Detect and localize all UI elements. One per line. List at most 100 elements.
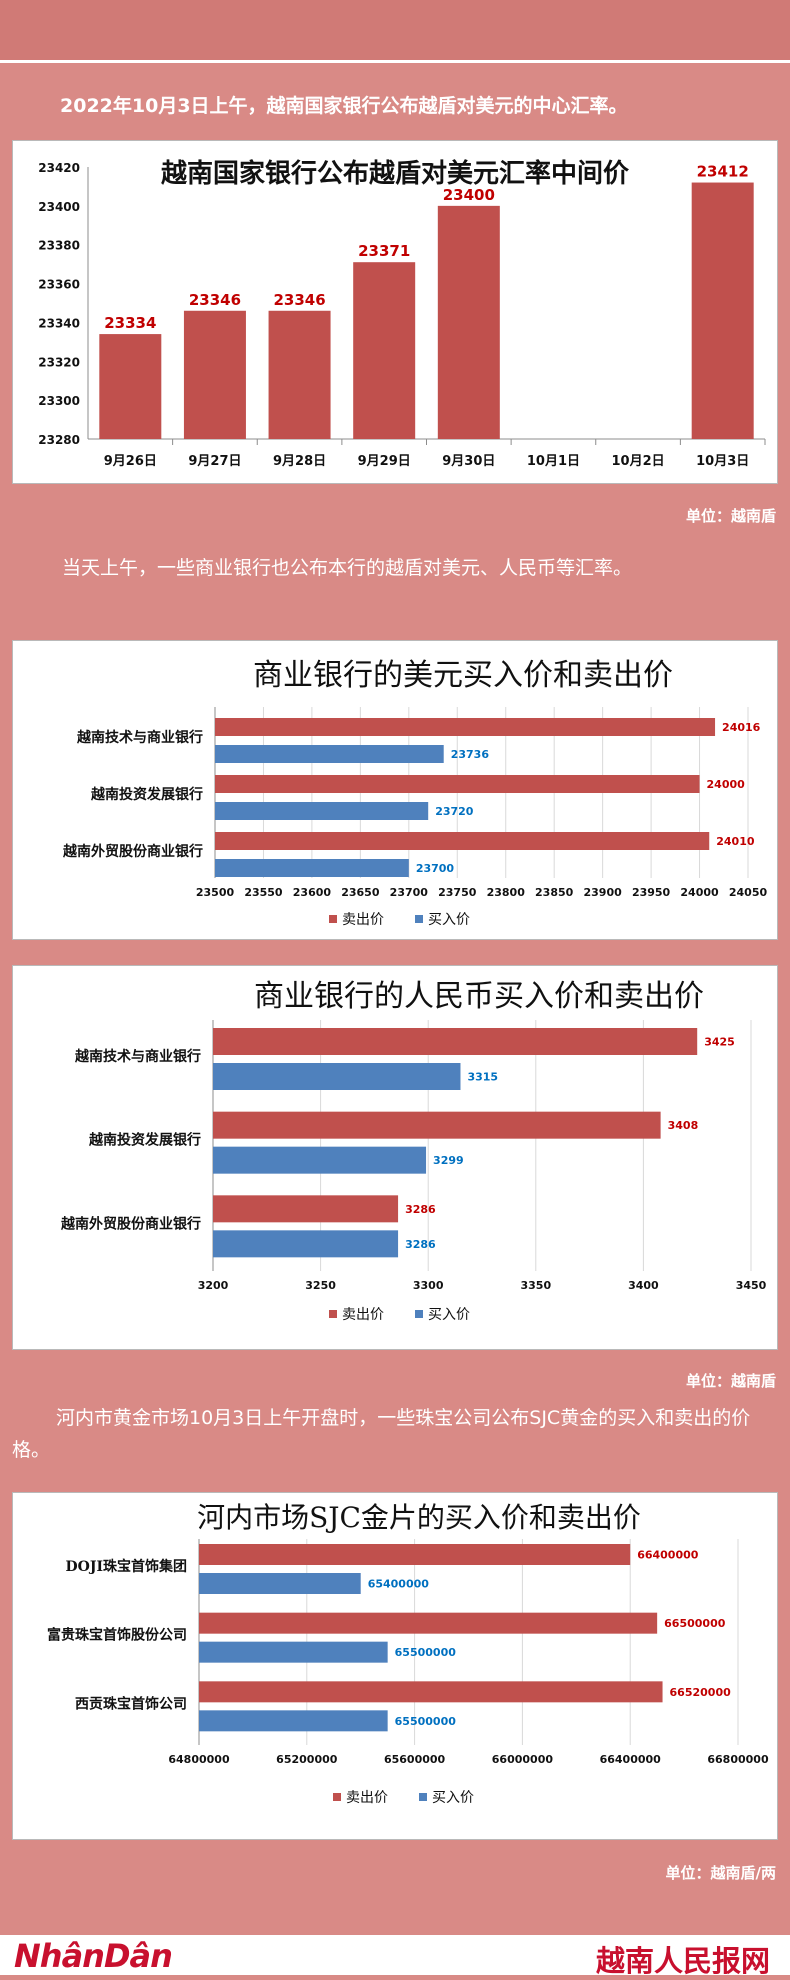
data-label: 66520000 bbox=[670, 1686, 732, 1699]
category-label: 越南技术与商业银行 bbox=[74, 1048, 201, 1065]
data-label: 23371 bbox=[358, 242, 410, 260]
x-tick-label: 9月27日 bbox=[188, 454, 241, 469]
x-tick-label: 3400 bbox=[628, 1279, 659, 1292]
legend-label: 买入价 bbox=[428, 1307, 470, 1323]
bar-buy bbox=[215, 859, 409, 877]
x-tick-label: 9月29日 bbox=[358, 454, 411, 469]
chart-panel-4: 河内市场SJC金片的买入价和卖出价 64800000 65200000 6560000… bbox=[12, 1492, 778, 1840]
chart-panel-3: 商业银行的人民币买入价和卖出价 3200 3250 3300 3350 3400 3450 越… bbox=[12, 965, 778, 1350]
intro-paragraph-1: 2022年10月3日上午，越南国家银行公布越盾对美元的中心汇率。 bbox=[60, 95, 628, 117]
bar-buy bbox=[213, 1230, 399, 1258]
bar-sell bbox=[213, 1195, 399, 1223]
x-tick-label: 10月2日 bbox=[611, 454, 664, 469]
x-tick-label: 3200 bbox=[198, 1279, 229, 1292]
x-tick-label: 3350 bbox=[520, 1279, 551, 1292]
x-tick-label: 3450 bbox=[736, 1279, 767, 1292]
y-tick-label: 23340 bbox=[38, 316, 80, 330]
category-label: 越南外贸股份商业银行 bbox=[62, 843, 203, 860]
bar-buy bbox=[215, 745, 444, 763]
bar bbox=[183, 310, 246, 439]
x-tick-label: 66000000 bbox=[492, 1753, 554, 1766]
y-tick-label: 23380 bbox=[38, 239, 80, 253]
bar bbox=[437, 205, 500, 439]
unit-label-3: 单位：越南盾/两 bbox=[665, 1864, 776, 1882]
legend-label: 买入价 bbox=[428, 912, 470, 928]
bar bbox=[691, 182, 754, 440]
bar-buy bbox=[213, 1146, 427, 1174]
chart-central-rate: 越南国家银行公布越盾对美元汇率中间价 23280 23300 23320 23340 23… bbox=[38, 158, 766, 469]
data-label: 24010 bbox=[716, 835, 755, 848]
x-tick-label: 23650 bbox=[341, 886, 380, 899]
data-label: 23400 bbox=[443, 186, 495, 204]
y-tick-label: 23320 bbox=[38, 355, 80, 369]
chart-gold-prices: 河内市场SJC金片的买入价和卖出价 64800000 65200000 6560000… bbox=[47, 1501, 769, 1806]
data-label: 3315 bbox=[467, 1071, 498, 1084]
data-label: 66400000 bbox=[637, 1549, 699, 1562]
data-label: 24000 bbox=[707, 778, 746, 791]
x-tick-label: 66800000 bbox=[707, 1753, 769, 1766]
data-label: 23720 bbox=[435, 805, 474, 818]
bar bbox=[99, 334, 162, 439]
x-tick-label: 65600000 bbox=[384, 1753, 446, 1766]
data-label: 23346 bbox=[189, 291, 241, 309]
bar-buy bbox=[199, 1641, 388, 1663]
x-tick-label: 23950 bbox=[632, 886, 671, 899]
chart-cny-rates: 商业银行的人民币买入价和卖出价 3200 3250 3300 3350 3400 3450 越… bbox=[60, 979, 767, 1323]
intro-paragraph-2: 当天上午，一些商业银行也公布本行的越盾对美元、人民币等汇率。 bbox=[62, 557, 633, 579]
legend-label: 卖出价 bbox=[346, 1790, 388, 1806]
category-label: 越南外贸股份商业银行 bbox=[60, 1215, 201, 1232]
bar-sell bbox=[215, 718, 716, 736]
unit-label-2: 单位：越南盾 bbox=[685, 1372, 776, 1390]
x-tick-label: 3300 bbox=[413, 1279, 444, 1292]
x-tick-label: 23550 bbox=[244, 886, 283, 899]
data-label: 23736 bbox=[451, 748, 490, 761]
nhandan-logo[interactable]: NhânDân bbox=[14, 1937, 173, 1975]
chart-panel-1: 越南国家银行公布越盾对美元汇率中间价 23280 23300 23320 23340 23… bbox=[12, 140, 778, 484]
data-label: 23412 bbox=[697, 163, 749, 181]
x-tick-label: 23700 bbox=[390, 886, 429, 899]
bar-buy bbox=[199, 1710, 388, 1732]
intro-paragraph-3: 河内市黄金市场10月3日上午开盘时，一些珠宝公司公布SJC黄金的买入和卖出的价格… bbox=[12, 1407, 751, 1461]
bar-sell bbox=[213, 1028, 698, 1055]
x-tick-label: 64800000 bbox=[168, 1753, 230, 1766]
x-tick-label: 9月26日 bbox=[104, 454, 157, 469]
y-tick-label: 23400 bbox=[38, 200, 80, 214]
chart-title: 商业银行的美元买入价和卖出价 bbox=[253, 658, 673, 693]
bar-sell bbox=[199, 1612, 658, 1634]
data-label: 23334 bbox=[104, 314, 156, 332]
data-label: 3408 bbox=[668, 1119, 699, 1132]
legend-swatch bbox=[415, 1310, 423, 1318]
data-label: 65500000 bbox=[395, 1646, 457, 1659]
bar-buy bbox=[213, 1063, 461, 1090]
top-divider bbox=[0, 60, 790, 63]
category-label: 越南投资发展银行 bbox=[90, 786, 203, 803]
bar bbox=[268, 310, 331, 439]
chart-title: 商业银行的人民币买入价和卖出价 bbox=[254, 979, 704, 1014]
chart-panel-2: 商业银行的美元买入价和卖出价 23500 23550 23600 23650 23700 2… bbox=[12, 640, 778, 940]
bar-sell bbox=[213, 1111, 661, 1139]
chart-title: 河内市场SJC金片的买入价和卖出价 bbox=[197, 1501, 641, 1534]
data-label: 3286 bbox=[405, 1238, 436, 1251]
top-band bbox=[0, 0, 790, 60]
data-label: 23346 bbox=[273, 291, 325, 309]
y-tick-label: 23300 bbox=[38, 394, 80, 408]
x-tick-label: 9月28日 bbox=[273, 454, 326, 469]
chart-usd-rates: 商业银行的美元买入价和卖出价 23500 23550 23600 23650 23700 2… bbox=[62, 658, 768, 928]
legend-swatch bbox=[329, 1310, 337, 1318]
bar-sell bbox=[215, 832, 710, 850]
x-tick-label: 23800 bbox=[487, 886, 526, 899]
bar-sell bbox=[215, 775, 700, 793]
bar-buy bbox=[215, 802, 429, 820]
data-label: 66500000 bbox=[664, 1617, 726, 1630]
x-tick-label: 24000 bbox=[680, 886, 719, 899]
category-label: 越南技术与商业银行 bbox=[76, 729, 203, 746]
legend-swatch bbox=[329, 915, 337, 923]
x-tick-label: 66400000 bbox=[600, 1753, 662, 1766]
x-tick-label: 24050 bbox=[729, 886, 768, 899]
footer-bar: NhânDân 越南人民报网 bbox=[0, 1935, 790, 1978]
site-logo[interactable]: 越南人民报网 bbox=[595, 1944, 770, 1978]
chart-title: 越南国家银行公布越盾对美元汇率中间价 bbox=[161, 158, 630, 189]
x-tick-label: 23900 bbox=[583, 886, 622, 899]
x-tick-label: 10月1日 bbox=[527, 454, 580, 469]
y-tick-label: 23280 bbox=[38, 433, 80, 447]
